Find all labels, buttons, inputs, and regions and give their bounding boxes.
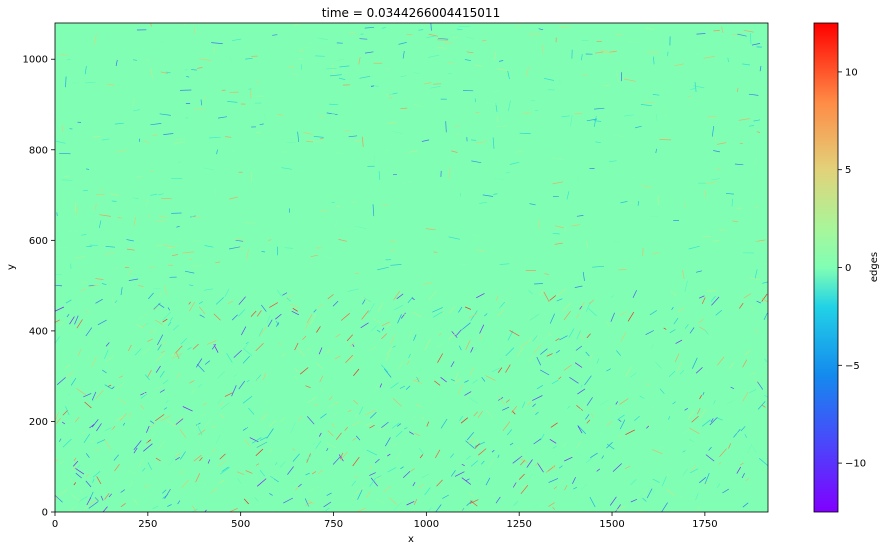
plot-frame (54, 22, 769, 513)
y-tick-label: 400 (29, 326, 48, 337)
colorbar-gradient (813, 22, 839, 513)
x-axis: 0 250 500 750 1000 1250 1500 1750 (52, 512, 718, 530)
x-tick-label: 1750 (692, 519, 717, 530)
chart-title: time = 0.0344266004415011 (322, 6, 500, 20)
heatmap-background (55, 23, 768, 512)
y-tick-label: 200 (29, 417, 48, 428)
colorbar-ticks: −10 −5 0 5 10 (838, 67, 866, 470)
x-axis-label: x (408, 534, 414, 545)
x-tick-label: 1000 (414, 519, 439, 530)
colorbar-tick-label: 0 (845, 263, 851, 274)
colorbar-tick-label: 10 (845, 67, 858, 78)
colorbar: −10 −5 0 5 10 edges (813, 22, 880, 513)
y-tick-label: 800 (29, 145, 48, 156)
y-tick-label: 1000 (23, 55, 48, 66)
colorbar-tick-label: −5 (845, 361, 860, 372)
y-tick-label: 0 (42, 508, 48, 519)
y-axis-label: y (6, 264, 17, 270)
y-tick-label: 600 (29, 236, 48, 247)
colorbar-tick-label: 5 (845, 165, 851, 176)
edge-texture (55, 23, 768, 512)
x-tick-label: 500 (231, 519, 250, 530)
y-axis: 0 200 400 600 800 1000 (23, 55, 55, 519)
x-tick-label: 1250 (506, 519, 531, 530)
x-tick-label: 750 (324, 519, 343, 530)
colorbar-tick-label: −10 (845, 459, 866, 470)
plot-area (54, 22, 769, 513)
x-tick-label: 250 (138, 519, 157, 530)
colorbar-label: edges (869, 252, 880, 282)
x-tick-label: 0 (52, 519, 58, 530)
x-tick-label: 1500 (599, 519, 624, 530)
